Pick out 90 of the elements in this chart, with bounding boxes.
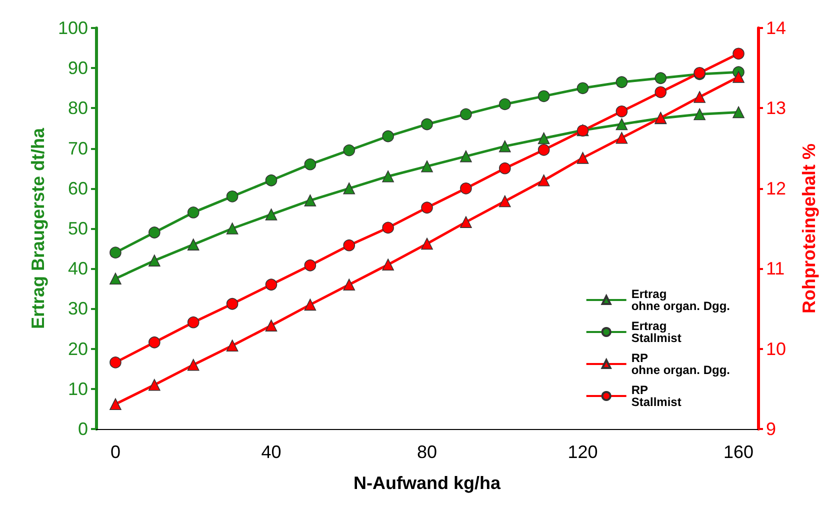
y-axis-title: Ertrag Braugerste dt/ha	[28, 126, 48, 330]
point	[498, 162, 511, 174]
point	[382, 222, 394, 234]
point	[187, 316, 200, 328]
point	[460, 108, 472, 120]
point	[304, 158, 316, 170]
point	[654, 72, 667, 84]
point	[538, 174, 550, 186]
x-axis-title: N-Aufwand kg/ha	[354, 473, 502, 493]
point	[148, 336, 160, 348]
point	[498, 140, 511, 152]
point	[187, 238, 200, 250]
point	[616, 132, 628, 144]
legend-label: RP Stallmist	[631, 383, 682, 409]
point	[654, 86, 667, 98]
point	[265, 320, 278, 332]
point	[421, 160, 433, 172]
y-tick-label: 80	[68, 98, 88, 118]
legend-label: Ertrag Stallmist	[631, 319, 682, 345]
x-tick-label: 0	[110, 442, 120, 462]
point	[343, 239, 356, 252]
point	[304, 194, 316, 206]
point	[187, 358, 200, 371]
y-tick-label: 40	[68, 258, 88, 279]
point	[265, 208, 278, 220]
x-tick-label: 80	[416, 442, 438, 462]
point	[265, 278, 278, 291]
point	[382, 258, 394, 270]
point	[498, 98, 511, 110]
point	[732, 48, 744, 60]
y2-tick-label: 12	[766, 178, 786, 198]
legend-label: Ertrag ohne organ. Dgg.	[631, 287, 730, 313]
x-tick-label: 160	[724, 442, 754, 462]
y-tick-label: 10	[68, 378, 88, 399]
point	[110, 356, 122, 368]
x-tick-label: 120	[568, 442, 598, 462]
point	[187, 206, 200, 218]
y-tick-label: 100	[58, 18, 88, 38]
point	[382, 170, 394, 182]
point	[694, 91, 706, 103]
y-tick-label: 20	[68, 338, 88, 359]
y-tick-label: 30	[68, 298, 88, 319]
legend-label: RP ohne organ. Dgg.	[631, 351, 730, 377]
point	[460, 216, 472, 228]
y2-tick-label: 14	[766, 18, 786, 38]
y2-tick-label: 13	[766, 98, 786, 118]
point	[148, 378, 160, 391]
y2-tick-label: 10	[766, 338, 786, 359]
y-tick-label: 70	[68, 138, 88, 158]
y-tick-label: 60	[68, 178, 88, 198]
point	[382, 130, 394, 142]
point	[616, 76, 628, 88]
point	[498, 195, 511, 208]
point	[265, 174, 278, 186]
point	[304, 298, 316, 311]
point	[343, 278, 356, 291]
point	[226, 340, 238, 352]
y-tick-label: 50	[68, 218, 88, 238]
point	[343, 144, 356, 156]
point	[732, 71, 744, 83]
point	[148, 254, 160, 266]
point	[460, 182, 472, 194]
point	[616, 118, 628, 130]
point	[148, 226, 160, 238]
y-tick-label: 0	[78, 419, 88, 439]
point	[421, 238, 433, 250]
point	[576, 152, 589, 164]
point	[732, 106, 744, 118]
point	[421, 202, 433, 214]
y2-axis-title: Rohproteingehalt %	[799, 144, 819, 314]
y2-tick-label: 9	[766, 419, 776, 439]
point	[304, 259, 316, 272]
point	[110, 246, 122, 258]
point	[694, 108, 706, 120]
point	[226, 298, 238, 310]
point	[538, 132, 550, 144]
point	[538, 144, 550, 156]
y-tick-label: 90	[68, 58, 88, 78]
point	[538, 90, 550, 102]
point	[226, 222, 238, 234]
point	[460, 150, 472, 162]
y2-tick-label: 11	[766, 258, 785, 279]
point	[110, 272, 122, 285]
point	[343, 182, 356, 194]
point	[616, 106, 628, 118]
point	[576, 82, 589, 94]
x-tick-label: 40	[261, 442, 282, 462]
point	[110, 398, 122, 410]
point	[226, 190, 238, 202]
point	[421, 118, 433, 130]
